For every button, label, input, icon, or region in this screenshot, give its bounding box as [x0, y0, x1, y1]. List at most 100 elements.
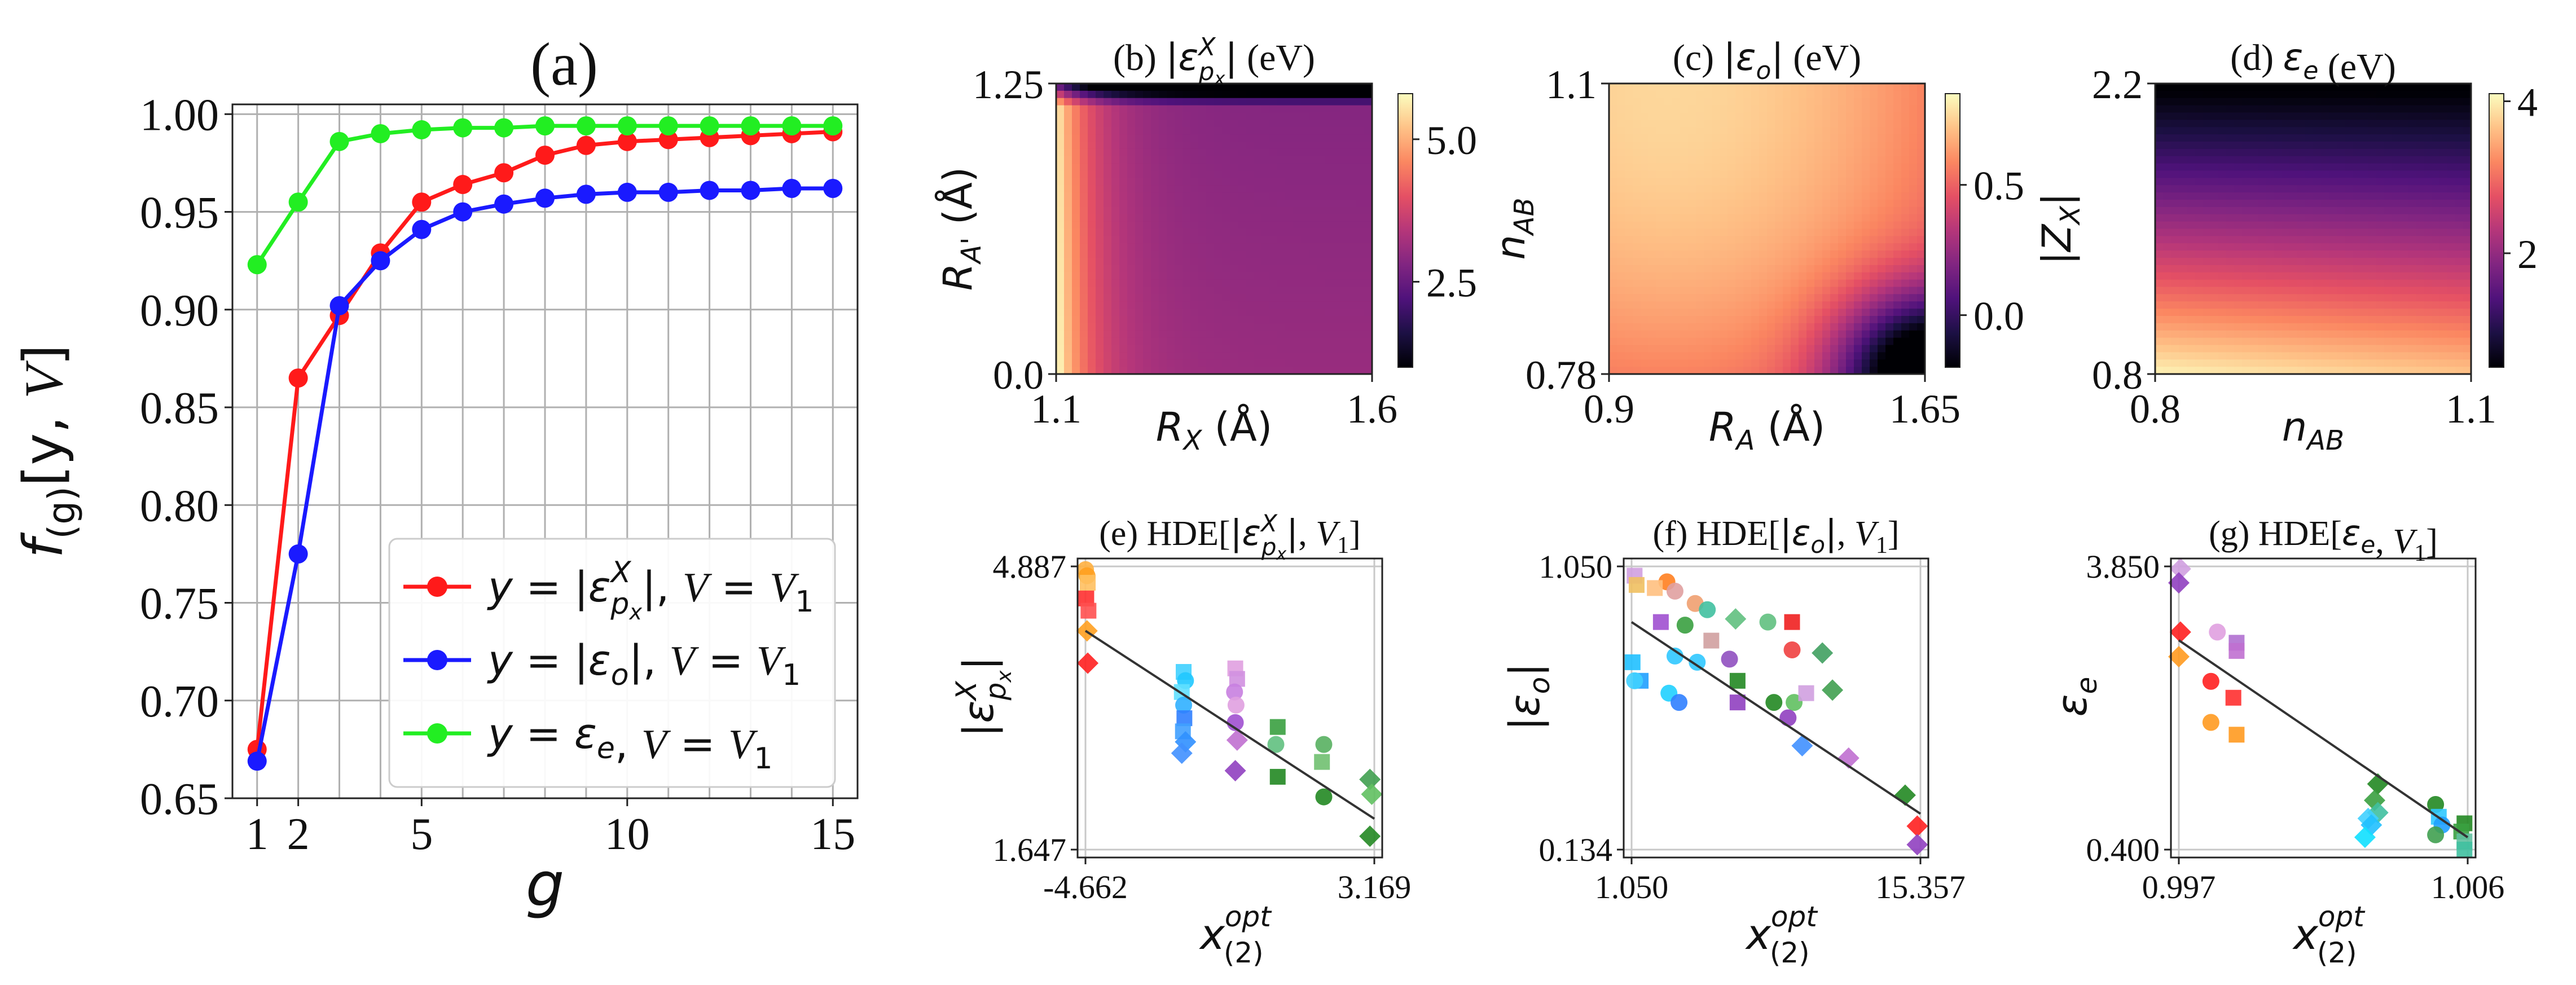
heatmap-cell	[1333, 221, 1341, 230]
heatmap-cell	[1056, 112, 1065, 120]
heatmap-cell	[1080, 90, 1088, 99]
heatmap-cell	[2345, 309, 2353, 316]
heatmap-cell	[1238, 83, 1246, 91]
heatmap-cell	[1909, 330, 1918, 338]
heatmap-cell	[2305, 265, 2314, 273]
heatmap-cell	[1333, 163, 1341, 172]
heatmap-cell	[1901, 359, 1910, 367]
heatmap-cell	[1190, 134, 1199, 142]
heatmap-cell	[1285, 200, 1294, 208]
heatmap-cell	[1072, 185, 1080, 193]
heatmap-cell	[1917, 236, 1926, 244]
heatmap-cell	[1340, 330, 1349, 338]
heatmap-cell	[2368, 236, 2377, 244]
heatmap-cell	[1664, 163, 1673, 172]
heatmap-cell	[2179, 279, 2187, 288]
heatmap-cell	[1625, 127, 1633, 135]
heatmap-cell	[2384, 301, 2393, 309]
heatmap-cell	[2226, 163, 2235, 172]
heatmap-cell	[2203, 345, 2211, 353]
heatmap-cell	[1364, 156, 1373, 164]
heatmap-cell	[2289, 221, 2298, 230]
heatmap-cell	[1878, 90, 1886, 99]
heatmap-cell	[1893, 206, 1902, 215]
heatmap-cell	[1743, 279, 1752, 288]
heatmap-cell	[2203, 90, 2211, 99]
heatmap-cell	[2274, 272, 2282, 280]
heatmap-cell	[2368, 337, 2377, 346]
heatmap-cell	[2203, 221, 2211, 230]
heatmap-cell	[2392, 228, 2401, 236]
heatmap-cell	[1214, 337, 1223, 346]
heatmap-cell	[2305, 98, 2314, 106]
heatmap-cell	[2297, 250, 2306, 258]
legend-Vsub: 1	[754, 742, 772, 776]
heatmap-cell	[1712, 105, 1720, 113]
heatmap-cell	[1791, 83, 1799, 91]
heatmap-cell	[1822, 301, 1831, 309]
heatmap-cell	[2289, 287, 2298, 294]
heatmap-cell	[1222, 185, 1230, 193]
heatmap-cell	[1309, 83, 1317, 91]
heatmap-cell	[1672, 301, 1681, 309]
heatmap-cell	[2416, 200, 2424, 208]
heatmap-cell	[1222, 178, 1230, 186]
heatmap-cell	[2384, 185, 2393, 193]
heatmap-cell	[1727, 258, 1736, 266]
heatmap-cell	[2447, 185, 2456, 193]
heatmap-cell	[1901, 83, 1910, 91]
heatmap-cell	[1222, 170, 1230, 178]
heatmap-cell	[2187, 134, 2195, 142]
heatmap-cell	[1759, 243, 1768, 251]
heatmap-cell	[1356, 200, 1365, 208]
heatmap-cell	[1080, 83, 1088, 91]
heatmap-cell	[1127, 294, 1136, 302]
heatmap-cell	[1735, 206, 1744, 215]
heatmap-cell	[1617, 134, 1625, 142]
heatmap-cell	[2163, 134, 2171, 142]
heatmap-cell	[1901, 221, 1910, 230]
heatmap-cell	[1838, 163, 1847, 172]
heatmap-cell	[2424, 323, 2432, 331]
heatmap-cell	[1206, 236, 1215, 244]
heatmap-cell	[1364, 185, 1373, 193]
heatmap-cell	[1356, 345, 1365, 353]
heatmap-cell	[1088, 309, 1096, 316]
heatmap-cell	[1672, 330, 1681, 338]
heatmap-cell	[1269, 294, 1278, 302]
heatmap-cell	[1080, 98, 1088, 106]
heatmap-cell	[1206, 163, 1215, 172]
heatmap-title: (b) |εX px| (eV)	[1113, 33, 1315, 89]
heatmap-cell	[1317, 83, 1325, 91]
heatmap-cell	[1198, 200, 1207, 208]
heatmap-cell	[2447, 142, 2456, 149]
heatmap-cell	[1893, 345, 1902, 353]
heatmap-cell	[1111, 90, 1120, 99]
heatmap-cell	[1127, 206, 1136, 215]
x-tick-label: 15	[810, 810, 855, 859]
heatmap-cell	[1159, 142, 1167, 149]
heatmap-cell	[2321, 127, 2329, 135]
heatmap-cell	[1222, 345, 1230, 353]
heatmap-cell	[2313, 120, 2322, 127]
heatmap-cell	[2210, 221, 2219, 230]
heatmap-cell	[1901, 316, 1910, 324]
heatmap-cell	[1799, 272, 1807, 280]
heatmap-cell	[1364, 120, 1373, 127]
heatmap-cell	[1261, 192, 1270, 200]
heatmap-cell	[1206, 294, 1215, 302]
heatmap-cell	[1340, 316, 1349, 324]
heatmap-cell	[1254, 330, 1262, 338]
heatmap-cell	[1885, 294, 1894, 302]
heatmap-cell	[1080, 359, 1088, 367]
heatmap-cell	[2368, 120, 2377, 127]
heatmap-cell	[1846, 287, 1854, 294]
heatmap-cell	[1751, 367, 1760, 375]
heatmap-cell	[2210, 323, 2219, 331]
heatmap-cell	[2305, 120, 2314, 127]
heatmap-cell	[2226, 83, 2235, 91]
heatmap-cell	[1230, 258, 1238, 266]
heatmap-cell	[1901, 185, 1910, 193]
heatmap-cell	[1183, 265, 1191, 273]
heatmap-cell	[1356, 83, 1365, 91]
